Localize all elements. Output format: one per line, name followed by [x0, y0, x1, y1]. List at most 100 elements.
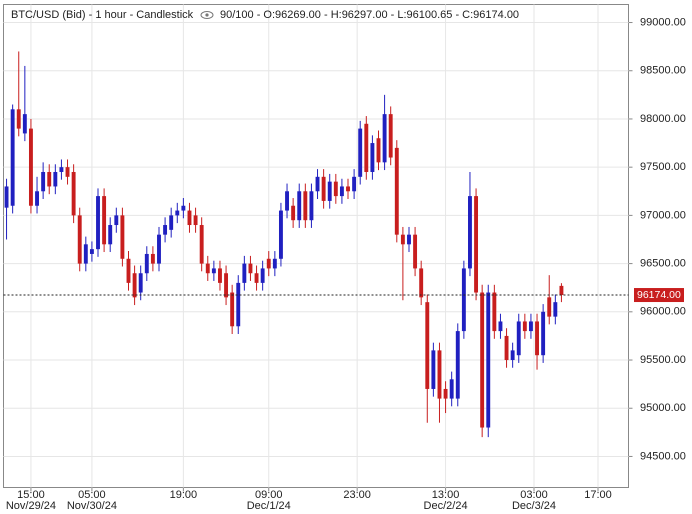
candle-body [163, 225, 168, 235]
candle-body [553, 302, 558, 317]
candle-body [224, 273, 229, 298]
y-tick-label: 98500.00 [640, 65, 686, 77]
x-tick-date: Dec/2/24 [424, 500, 468, 512]
candle-body [535, 321, 539, 356]
candle-body [333, 181, 338, 197]
candle-body [254, 273, 259, 283]
x-tick-label: 15:00 [17, 489, 45, 501]
candle-body [547, 297, 552, 317]
candle-body [278, 210, 283, 259]
candle-body [400, 234, 405, 245]
candle-body [461, 268, 466, 332]
candle-body [437, 350, 442, 399]
candle-body [242, 263, 247, 283]
candle-body [96, 196, 100, 250]
candle-body [297, 191, 302, 221]
candle-body [382, 114, 387, 163]
candle-body [4, 186, 9, 208]
candle-body [10, 109, 15, 206]
candle-body [498, 321, 503, 332]
x-tick-label: 19:00 [170, 489, 198, 501]
candle-body [169, 215, 174, 230]
candle-body [303, 191, 308, 221]
candle-body [41, 171, 46, 192]
candle-body [480, 292, 485, 428]
candle-body [126, 258, 131, 283]
candle-body [492, 292, 497, 332]
x-tick-label: 09:00 [255, 489, 283, 501]
candle-body [120, 215, 125, 259]
candle-body [53, 171, 58, 187]
candle-body [16, 109, 21, 129]
candle-body [260, 268, 265, 283]
candle-body [352, 176, 357, 192]
x-tick-date: Nov/30/24 [67, 500, 117, 512]
candle-body [187, 210, 192, 226]
candle-body [65, 167, 70, 177]
candle-body [89, 249, 94, 254]
candle-body [321, 176, 326, 201]
y-tick-label: 94500.00 [640, 450, 686, 462]
candle-body [504, 335, 509, 361]
candle-body [516, 321, 521, 356]
x-tick-label: 05:00 [78, 489, 106, 501]
candle-body [193, 215, 198, 226]
candle-body [199, 225, 204, 264]
x-tick-date: Dec/3/24 [512, 500, 556, 512]
candle-body [510, 350, 515, 361]
y-tick-label: 97000.00 [640, 209, 686, 221]
candle-body [211, 268, 216, 274]
y-tick-label: 96500.00 [640, 258, 686, 270]
candle-body [59, 167, 64, 172]
candle-body [425, 302, 430, 389]
candle-body [150, 253, 155, 264]
last-price-label: 96174.00 [637, 289, 681, 301]
candle-body [285, 191, 289, 211]
candle-body [468, 196, 472, 269]
candle-body [370, 143, 375, 172]
candle-body [449, 379, 454, 399]
candle-body [388, 114, 393, 158]
candle-body [364, 123, 369, 172]
candle-body [22, 114, 27, 134]
candle-body [559, 285, 564, 296]
x-tick-date: Nov/29/24 [6, 500, 56, 512]
y-tick-label: 99000.00 [640, 16, 686, 28]
candle-body [71, 171, 76, 216]
candle-body [35, 191, 39, 206]
candle-body [443, 388, 448, 399]
candle-body [541, 311, 546, 356]
candle-body [77, 215, 82, 264]
x-tick-date: Dec/1/24 [247, 500, 291, 512]
candle-body [132, 273, 137, 298]
x-tick-label: 17:00 [584, 489, 612, 501]
candle-body [28, 128, 33, 206]
candle-body [315, 176, 320, 192]
candle-body [272, 258, 277, 269]
x-tick-label: 13:00 [432, 489, 460, 501]
y-tick-label: 96000.00 [640, 306, 686, 318]
y-tick-label: 95000.00 [640, 402, 686, 414]
candle-body [431, 350, 436, 389]
candle-body [138, 273, 143, 293]
y-tick-label: 98000.00 [640, 113, 686, 125]
candle-body [376, 138, 381, 163]
candle-body [419, 268, 424, 298]
x-tick-label: 03:00 [520, 489, 548, 501]
candle-body [474, 196, 479, 293]
ohlc-info: 90/100 - O:96269.00 - H:96297.00 - L:961… [220, 9, 519, 21]
candle-body [522, 321, 527, 332]
candle-body [47, 171, 52, 187]
candle-body [266, 258, 271, 269]
candle-body [102, 196, 107, 245]
y-tick-label: 97500.00 [640, 161, 686, 173]
candle-body [291, 205, 296, 221]
candle-body [144, 253, 149, 274]
plot [3, 4, 629, 488]
plot-frame [3, 4, 629, 488]
chart-title: BTC/USD (Bid) - 1 hour - Candlestick [11, 9, 194, 21]
candle-body [205, 263, 210, 274]
eye-icon [200, 11, 214, 19]
last-price-box [634, 288, 684, 303]
